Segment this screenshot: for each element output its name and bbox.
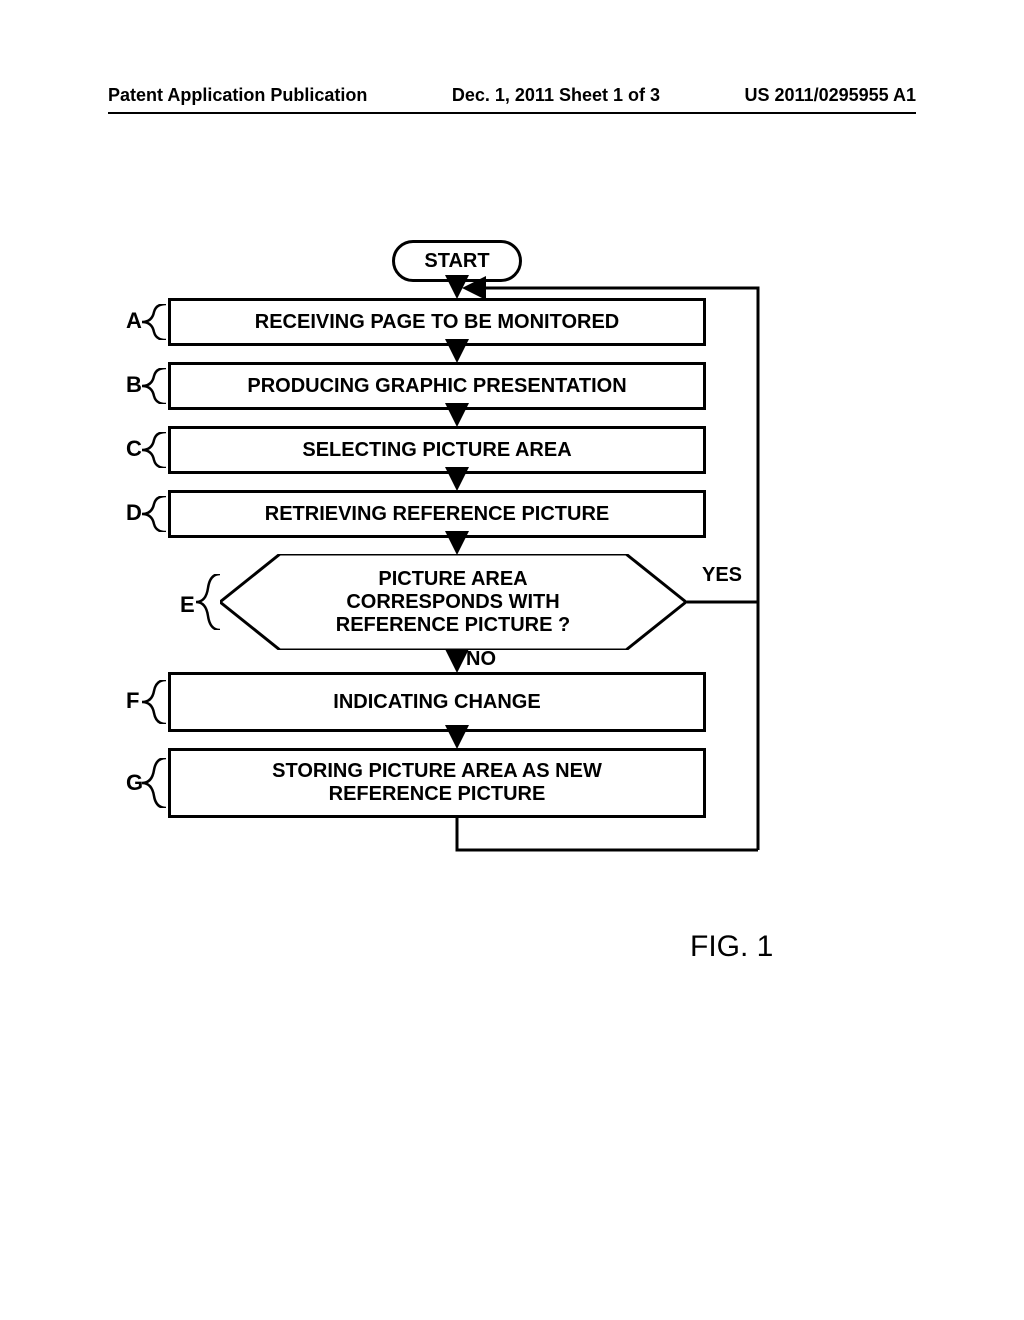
yes-label: YES [702,564,742,587]
figure-label: FIG. 1 [690,930,773,964]
header-left: Patent Application Publication [108,85,367,106]
header-right: US 2011/0295955 A1 [745,85,916,106]
no-label: NO [466,648,496,671]
header-rule [108,112,916,114]
header-center: Dec. 1, 2011 Sheet 1 of 3 [452,85,660,106]
page-header: Patent Application Publication Dec. 1, 2… [0,85,1024,106]
decision-e-text: PICTURE AREA CORRESPONDS WITH REFERENCE … [296,568,610,637]
